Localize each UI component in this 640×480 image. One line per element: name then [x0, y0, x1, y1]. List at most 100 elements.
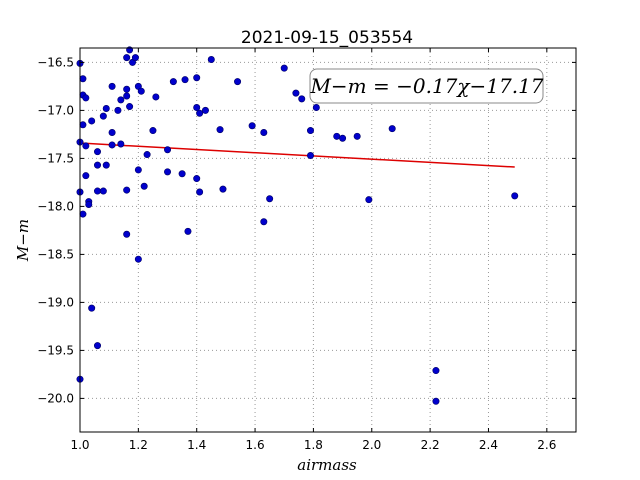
data-point — [102, 104, 110, 112]
data-point — [117, 96, 125, 104]
data-point — [234, 78, 242, 86]
data-point — [126, 103, 134, 111]
data-point — [79, 75, 87, 83]
x-tick-label: 1.4 — [187, 438, 206, 452]
data-point — [149, 127, 157, 135]
data-point — [248, 122, 256, 130]
data-point — [99, 112, 107, 120]
data-point — [196, 188, 204, 196]
chart-title: 2021-09-15_053554 — [241, 28, 413, 48]
data-point — [123, 54, 131, 62]
y-tick-label: −20.0 — [37, 391, 74, 405]
data-point — [333, 132, 341, 140]
data-point — [181, 76, 189, 84]
data-point — [131, 54, 139, 62]
data-point — [201, 106, 209, 114]
data-point — [140, 182, 148, 190]
data-point — [292, 89, 300, 97]
y-tick-label: −18.5 — [37, 247, 74, 261]
data-point — [137, 87, 145, 95]
data-point — [306, 152, 314, 160]
data-point — [306, 127, 314, 135]
data-point — [134, 255, 142, 263]
x-tick-label: 1.0 — [70, 438, 89, 452]
data-point — [99, 187, 107, 195]
data-point — [216, 126, 224, 134]
fit-layer — [79, 142, 515, 168]
data-point — [511, 192, 519, 200]
data-point — [102, 161, 110, 169]
data-point — [298, 95, 306, 103]
x-tick-label: 2.0 — [362, 438, 381, 452]
y-tick-label: −16.5 — [37, 55, 74, 69]
x-tick-label: 1.8 — [304, 438, 323, 452]
data-point — [94, 148, 102, 156]
data-point — [123, 186, 131, 194]
annotation-box: M−m = −0.17χ−17.17 — [309, 68, 544, 104]
data-point — [365, 196, 373, 204]
data-point — [164, 168, 172, 176]
y-tick-label: −19.5 — [37, 343, 74, 357]
data-point — [94, 161, 102, 169]
data-point — [193, 104, 201, 112]
y-tick-label: −19.0 — [37, 295, 74, 309]
data-point — [312, 104, 320, 112]
data-point — [117, 140, 125, 148]
y-axis-label: M−m — [14, 219, 32, 262]
data-point — [432, 367, 440, 375]
data-point — [219, 185, 227, 193]
y-tick-label: −17.5 — [37, 151, 74, 165]
data-point — [388, 125, 396, 133]
data-point — [134, 166, 142, 174]
data-point — [164, 146, 172, 154]
fit-equation: M−m = −0.17χ−17.17 — [309, 74, 543, 98]
points-layer — [76, 46, 519, 405]
data-point — [108, 128, 116, 136]
data-point — [88, 304, 96, 312]
data-point — [88, 117, 96, 125]
data-point — [114, 106, 122, 114]
data-point — [82, 142, 90, 150]
data-point — [432, 397, 440, 405]
data-point — [339, 134, 347, 142]
data-point — [123, 92, 131, 100]
x-tick-label: 2.2 — [421, 438, 440, 452]
data-point — [353, 132, 361, 140]
y-tick-label: −18.0 — [37, 199, 74, 213]
data-point — [196, 109, 204, 117]
data-point — [207, 56, 215, 64]
data-point — [94, 187, 102, 195]
data-point — [280, 64, 288, 72]
fit-line — [79, 142, 515, 168]
ticks: 1.0 1.2 1.4 1.6 1.8 2.0 2.2 2.4 2.6 −16.5 −17.0 −17… — [37, 48, 576, 452]
data-point — [184, 227, 192, 235]
data-point — [108, 82, 116, 90]
data-point — [79, 210, 87, 218]
y-tick-label: −17.0 — [37, 103, 74, 117]
data-point — [152, 93, 160, 101]
x-tick-label: 1.6 — [246, 438, 265, 452]
data-point — [143, 151, 151, 159]
data-point — [123, 85, 131, 93]
data-point — [260, 128, 268, 136]
data-point — [108, 141, 116, 149]
x-tick-label: 2.6 — [537, 438, 556, 452]
data-point — [178, 170, 186, 178]
data-point — [260, 218, 268, 226]
data-point — [123, 230, 131, 238]
data-point — [94, 342, 102, 350]
x-axis-label: airmass — [297, 456, 357, 474]
x-tick-label: 2.4 — [479, 438, 498, 452]
data-point — [82, 172, 90, 180]
x-tick-label: 1.2 — [129, 438, 148, 452]
plot-frame — [79, 47, 577, 433]
data-point — [169, 78, 177, 86]
data-point — [193, 175, 201, 183]
data-point — [85, 200, 93, 208]
data-point — [266, 195, 274, 203]
data-point — [82, 94, 90, 102]
data-point — [193, 74, 201, 82]
grid — [80, 48, 576, 432]
data-point — [79, 121, 87, 129]
